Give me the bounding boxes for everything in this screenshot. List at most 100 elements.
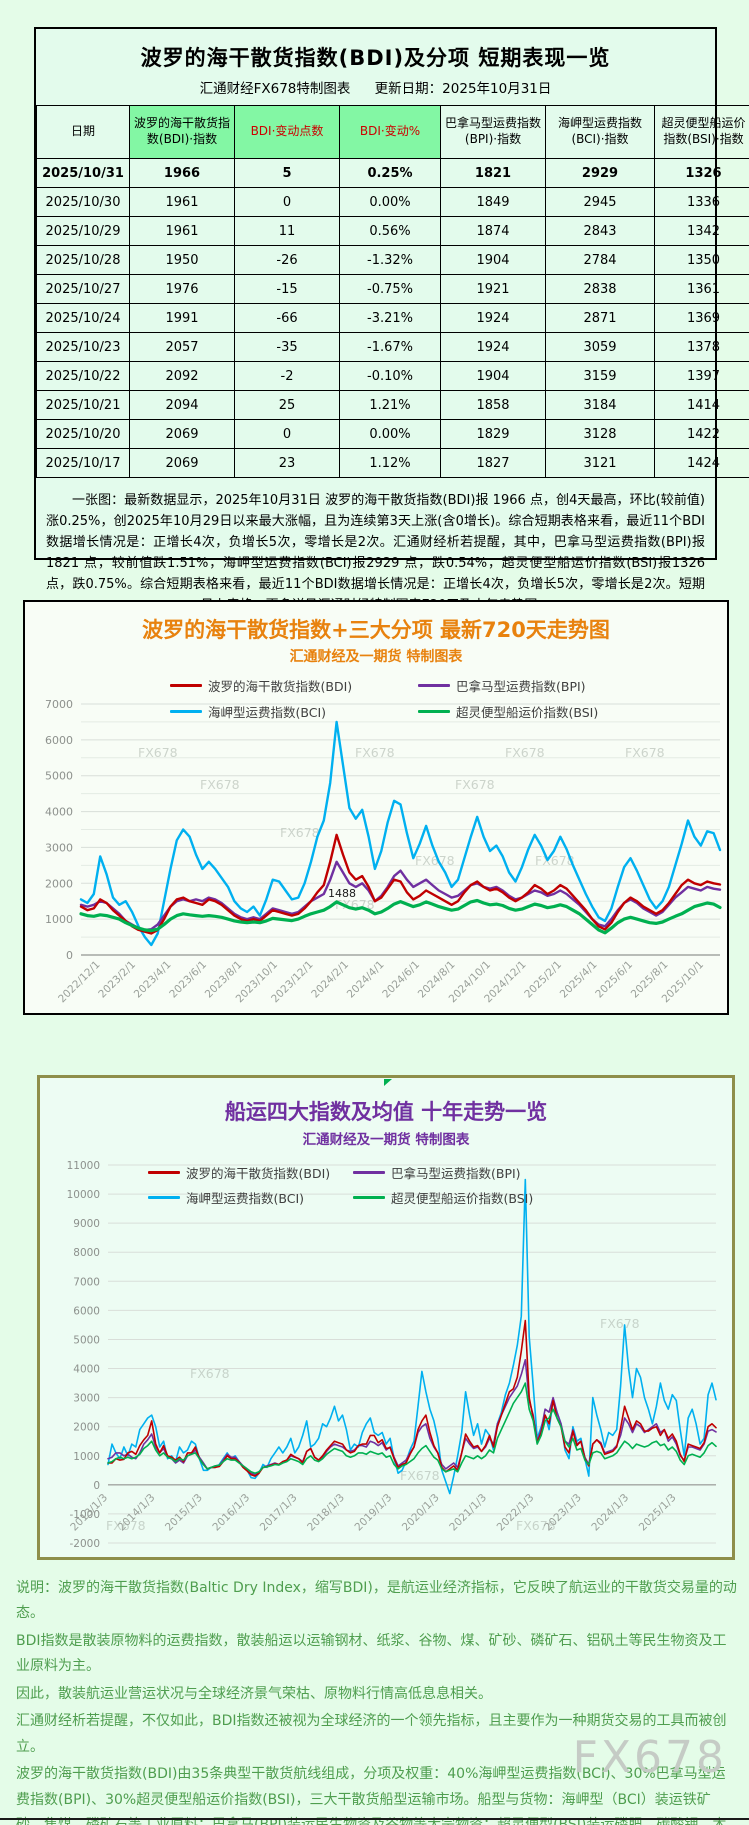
table-row: 2025/10/21 2094 25 1.21% 1858 3184 1414	[36, 390, 749, 420]
svg-text:2025/6/1: 2025/6/1	[593, 959, 635, 1001]
cell: 1966	[129, 158, 235, 188]
column-header: 巴拿马型运费指数(BPI)·指数	[440, 105, 546, 159]
svg-text:0: 0	[93, 1480, 100, 1492]
svg-text:-2000: -2000	[69, 1538, 100, 1550]
cell: 1849	[440, 187, 546, 217]
svg-text:4000: 4000	[45, 806, 73, 819]
svg-text:5000: 5000	[73, 1334, 100, 1346]
svg-text:7000: 7000	[45, 698, 73, 711]
svg-text:5000: 5000	[45, 770, 73, 783]
summary-note: 一张图：最新数据显示，2025年10月31日 波罗的海干散货指数(BDI)报 1…	[46, 493, 705, 613]
svg-text:FX678: FX678	[400, 1468, 440, 1483]
legend-item-bdi: 波罗的海干散货指数(BDI)	[148, 1163, 353, 1182]
cell: 1961	[129, 187, 235, 217]
svg-text:2025/4/1: 2025/4/1	[558, 959, 600, 1001]
legend-label: 波罗的海干散货指数(BDI)	[186, 1166, 331, 1181]
cell: 2092	[129, 361, 235, 391]
update-date: 更新日期：2025年10月31日	[374, 81, 552, 97]
cell: 1976	[129, 274, 235, 304]
cell: 1904	[440, 245, 546, 275]
cell: 0	[234, 419, 340, 449]
source-label: 汇通财经FX678特制图表	[199, 81, 351, 97]
cell: 1361	[654, 274, 749, 304]
cell: 3128	[545, 419, 655, 449]
cell: 1422	[654, 419, 749, 449]
cell: -2	[234, 361, 340, 391]
bci-line-swatch	[170, 710, 202, 713]
chart-720day-subtitle: 汇通财经及一期货 特制图表	[289, 649, 463, 665]
svg-text:2000: 2000	[73, 1422, 100, 1434]
svg-text:2000: 2000	[45, 877, 73, 890]
cell: 2871	[545, 303, 655, 333]
svg-text:2017/1/3: 2017/1/3	[258, 1492, 300, 1534]
column-header: 超灵便型船运价指数(BSI)·指数	[654, 105, 749, 159]
svg-text:FX678: FX678	[280, 825, 320, 840]
chart-720day-panel: 波罗的海干散货指数+三大分项 最新720天走势图 汇通财经及一期货 特制图表 波…	[23, 600, 729, 1015]
svg-text:FX678: FX678	[415, 853, 455, 868]
legend-label: 海岬型运费指数(BCI)	[186, 1191, 305, 1206]
cell: 3184	[545, 390, 655, 420]
legend-item-bpi: 巴拿马型运费指数(BPI)	[353, 1163, 533, 1182]
cell: 2057	[129, 332, 235, 362]
cell: 23	[234, 448, 340, 478]
column-header: 波罗的海干散货指数(BDI)·指数	[129, 105, 235, 159]
chart-10year-subtitle: 汇通财经及一期货 特制图表	[302, 1132, 470, 1148]
svg-text:1000: 1000	[73, 1451, 100, 1463]
svg-text:4000: 4000	[73, 1364, 100, 1376]
table-row: 2025/10/29 1961 11 0.56% 1874 2843 1342	[36, 216, 749, 246]
cell: 1827	[440, 448, 546, 478]
cell: 2094	[129, 390, 235, 420]
cell: 0.25%	[339, 158, 441, 188]
cell: 2784	[545, 245, 655, 275]
svg-text:7000: 7000	[73, 1276, 100, 1288]
cell: -26	[234, 245, 340, 275]
legend-item-bci: 海岬型运费指数(BCI)	[170, 702, 418, 721]
svg-text:2016/1/3: 2016/1/3	[210, 1492, 252, 1534]
bdi-line-swatch	[170, 684, 202, 687]
cell: 2025/10/28	[36, 245, 130, 275]
cell: 1.21%	[339, 390, 441, 420]
chart-720day-legend: 波罗的海干散货指数(BDI) 巴拿马型运费指数(BPI) 海岬型运费指数(BCI…	[170, 676, 598, 721]
table-row: 2025/10/28 1950 -26 -1.32% 1904 2784 1350	[36, 245, 749, 275]
svg-text:6000: 6000	[45, 734, 73, 747]
legend-label: 海岬型运费指数(BCI)	[208, 705, 327, 720]
cell: 11	[234, 216, 340, 246]
short-term-table: 日期 波罗的海干散货指数(BDI)·指数 BDI·变动点数 BDI·变动% 巴拿马型运费…	[36, 105, 749, 478]
svg-text:1000: 1000	[45, 913, 73, 926]
cell: 1350	[654, 245, 749, 275]
svg-text:FX678: FX678	[200, 777, 240, 792]
bsi-line-swatch	[418, 710, 450, 713]
cell: 1921	[440, 274, 546, 304]
explanation-line: 因此，散装航运业营运状况与全球经济景气荣枯、原物料行情高低息息相关。	[16, 1685, 492, 1702]
cell: 0.56%	[339, 216, 441, 246]
cell: -0.10%	[339, 361, 441, 391]
cell: 1369	[654, 303, 749, 333]
cell: 1397	[654, 361, 749, 391]
legend-label: 波罗的海干散货指数(BDI)	[208, 679, 353, 694]
green-marker-icon	[384, 1079, 392, 1086]
cell: 2945	[545, 187, 655, 217]
shipping-10year-line-chart: -2000 -1000 0 1000 2000 3000 4000 5000 6000 7000 8…	[67, 1160, 717, 1550]
svg-text:2024/1/3: 2024/1/3	[589, 1492, 631, 1534]
cell: 2025/10/31	[36, 158, 130, 188]
cell: 25	[234, 390, 340, 420]
short-term-panel: 波罗的海干散货指数(BDI)及分项 短期表现一览 汇通财经FX678特制图表 更…	[34, 27, 749, 613]
cell: 2838	[545, 274, 655, 304]
svg-text:FX678: FX678	[106, 1518, 146, 1533]
cell: 2025/10/27	[36, 274, 130, 304]
svg-text:FX678: FX678	[190, 1366, 230, 1381]
svg-text:2024/6/1: 2024/6/1	[380, 959, 422, 1001]
cell: 2025/10/17	[36, 448, 130, 478]
cell: 0.00%	[339, 187, 441, 217]
cell: 1336	[654, 187, 749, 217]
bpi-line-swatch	[418, 684, 450, 687]
fx678-watermark: FX678	[572, 1732, 727, 1783]
cell: 2025/10/21	[36, 390, 130, 420]
svg-text:FX678: FX678	[138, 745, 178, 760]
cell: 2843	[545, 216, 655, 246]
svg-text:3000: 3000	[45, 841, 73, 854]
cell: 1874	[440, 216, 546, 246]
cell: 2025/10/30	[36, 187, 130, 217]
table-row: 2025/10/27 1976 -15 -0.75% 1921 2838 1361	[36, 274, 749, 304]
svg-text:2023/4/1: 2023/4/1	[132, 959, 174, 1001]
